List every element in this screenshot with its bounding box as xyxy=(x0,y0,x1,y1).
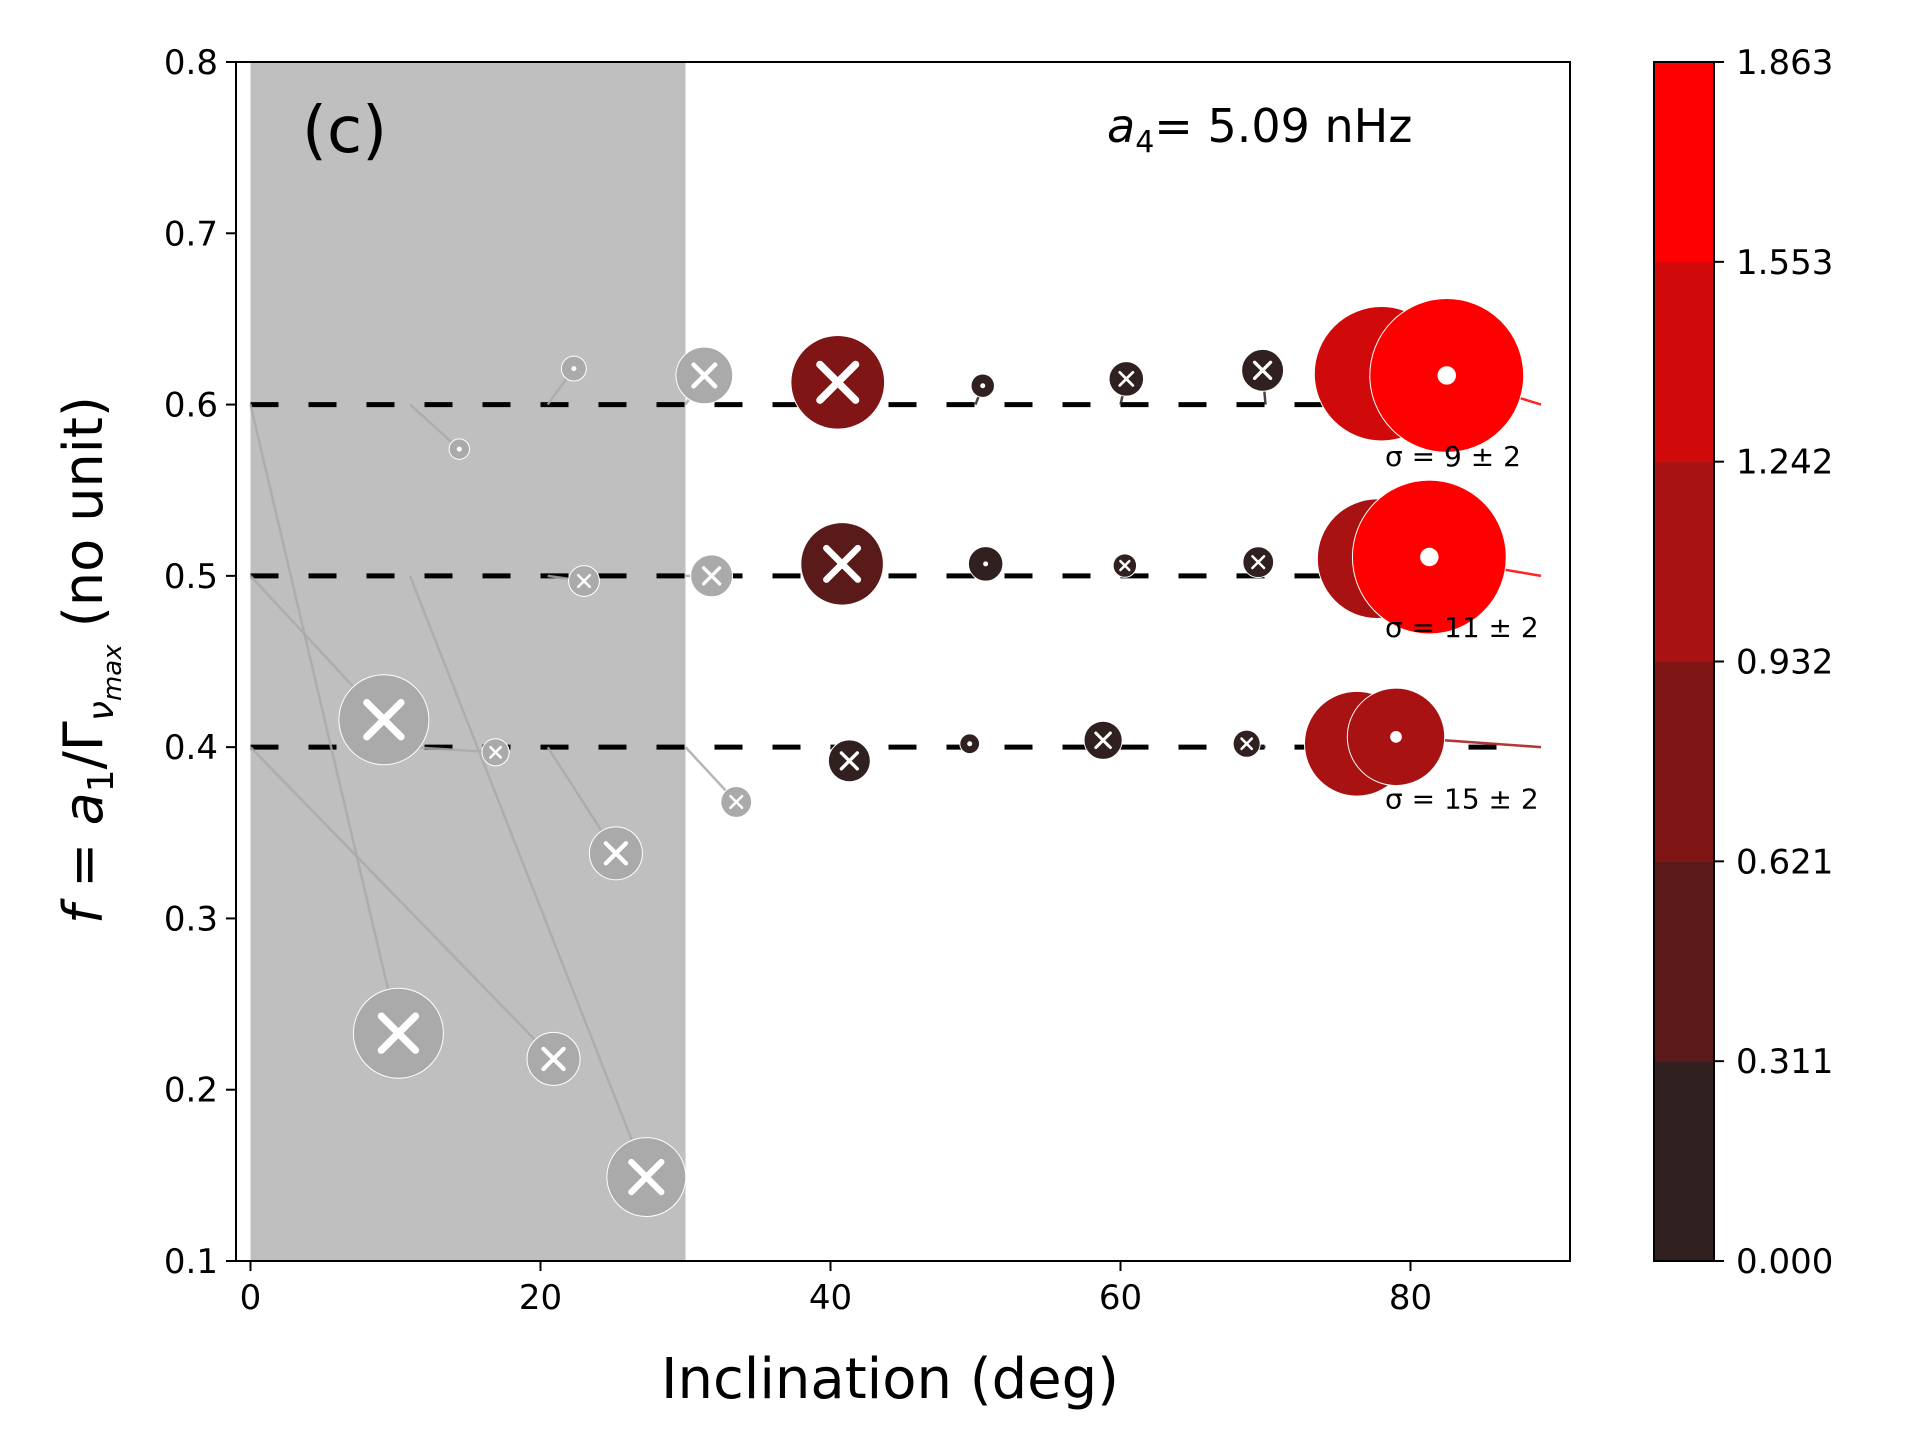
sigma-label: σ = 11 ± 2 xyxy=(1385,611,1539,644)
colorbar-tick-label: 1.553 xyxy=(1736,243,1833,283)
sigma-label: σ = 9 ± 2 xyxy=(1385,440,1521,473)
colorbar-tick-label: 0.932 xyxy=(1736,643,1833,683)
point-dot-marker xyxy=(1390,731,1402,743)
y-tick-label: 0.3 xyxy=(164,899,218,939)
point-cross-marker xyxy=(489,745,502,759)
colorbar-tick-label: 1.863 xyxy=(1736,43,1833,83)
x-tick-label: 80 xyxy=(1389,1278,1432,1318)
colorbar-segment xyxy=(1654,1061,1714,1262)
plot-area: σ = 9 ± 2 σ = 11 ± 2 σ = 15 ± 2 0 20 40 60 80 0.… xyxy=(164,43,1571,1318)
connector-line xyxy=(409,403,461,451)
y-tick-label: 0.7 xyxy=(164,214,218,254)
y-tick-label: 0.2 xyxy=(164,1071,218,1111)
colorbar-tick-label: 0.311 xyxy=(1736,1042,1833,1082)
colorbar-segment xyxy=(1654,62,1714,263)
point-cross-marker xyxy=(1094,731,1112,750)
a4-annotation: a4= 5.09 nHz xyxy=(1107,99,1412,160)
y-tick-label: 0.1 xyxy=(164,1242,218,1282)
point-cross-marker xyxy=(603,841,629,866)
point-cross-marker xyxy=(1251,555,1266,570)
point-dot-marker xyxy=(980,383,986,389)
y-tick-label: 0.5 xyxy=(164,557,218,597)
x-axis-label: Inclination (deg) xyxy=(661,1347,1119,1412)
point-cross-marker xyxy=(839,751,859,771)
point-cross-marker xyxy=(729,794,744,810)
panel-label: (c) xyxy=(302,94,387,168)
shaded-region xyxy=(250,62,686,1261)
connector-line xyxy=(409,745,496,754)
x-tick-label: 0 xyxy=(240,1278,262,1318)
connector-line xyxy=(408,575,648,1178)
point-dot-marker xyxy=(456,446,462,452)
point-cross-marker xyxy=(363,699,405,741)
x-tick-label: 60 xyxy=(1099,1278,1142,1318)
y-tick-label: 0.6 xyxy=(164,386,218,426)
y-tick-label: 0.4 xyxy=(164,728,218,768)
x-tick-label: 40 xyxy=(809,1278,852,1318)
point-cross-marker xyxy=(691,362,718,389)
colorbar-segment xyxy=(1654,261,1714,463)
point-dot-marker xyxy=(1420,547,1439,567)
point-cross-marker xyxy=(1240,737,1254,751)
point-cross-marker xyxy=(1118,370,1135,387)
colorbar-segment xyxy=(1654,661,1714,862)
x-tick-label: 20 xyxy=(519,1278,562,1318)
y-axis-label: f = a1/Γνmax (no unit) xyxy=(52,396,128,924)
point-cross-marker xyxy=(1252,360,1273,380)
point-cross-marker xyxy=(701,566,722,586)
axes-frame xyxy=(235,61,1571,1262)
sigma-label: σ = 15 ± 2 xyxy=(1385,783,1539,816)
point-cross-marker xyxy=(816,360,860,404)
connector-line xyxy=(249,404,400,1034)
colorbar-tick-label: 1.242 xyxy=(1736,443,1833,483)
point-cross-marker xyxy=(377,1012,420,1054)
point-cross-marker xyxy=(576,573,592,589)
point-dot-marker xyxy=(1437,366,1456,385)
point-cross-marker xyxy=(541,1046,566,1072)
connector-line xyxy=(249,746,555,1060)
colorbar: 0.000 0.311 0.621 0.932 1.242 1.553 1.863 xyxy=(1653,43,1833,1282)
y-tick-label: 0.8 xyxy=(164,43,218,83)
point-dot-marker xyxy=(967,741,973,747)
colorbar-segment xyxy=(1654,861,1714,1062)
colorbar-tick-label: 0.621 xyxy=(1736,842,1833,882)
point-dot-marker xyxy=(983,561,989,567)
point-dot-marker xyxy=(571,366,577,372)
colorbar-segment xyxy=(1654,461,1714,662)
colorbar-tick-label: 0.000 xyxy=(1736,1242,1833,1282)
point-cross-marker xyxy=(628,1158,665,1196)
point-cross-marker xyxy=(1119,559,1131,572)
point-cross-marker xyxy=(823,544,862,583)
